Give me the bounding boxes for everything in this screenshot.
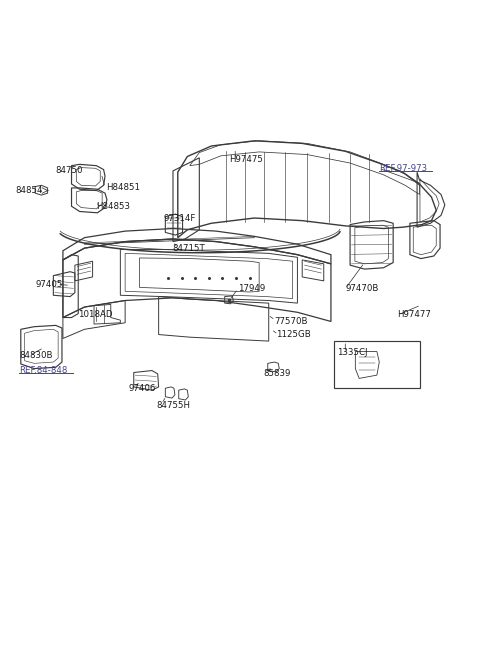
Text: 77570B: 77570B [275,317,308,326]
Text: 97405: 97405 [35,279,62,289]
Text: 1125GB: 1125GB [276,330,311,339]
Text: 97470B: 97470B [345,284,379,293]
Text: REF.97-973: REF.97-973 [379,164,427,173]
Text: 97314F: 97314F [163,213,196,222]
Text: 84830B: 84830B [19,351,52,360]
Text: H84853: H84853 [96,203,131,211]
Text: 1018AD: 1018AD [78,310,113,319]
Text: 84755H: 84755H [157,401,191,410]
Text: 84750: 84750 [56,167,83,175]
Text: 1335CJ: 1335CJ [336,348,367,358]
Text: 84854: 84854 [15,186,43,195]
Text: 84715T: 84715T [172,243,205,253]
Text: H84851: H84851 [106,183,140,192]
Text: H97477: H97477 [397,310,431,319]
Text: 97406: 97406 [129,384,156,393]
Text: 17949: 17949 [238,284,265,293]
Text: H97475: H97475 [229,155,264,163]
Text: 85839: 85839 [263,369,290,379]
Text: REF.84-848: REF.84-848 [19,366,67,375]
Bar [334,341,420,388]
